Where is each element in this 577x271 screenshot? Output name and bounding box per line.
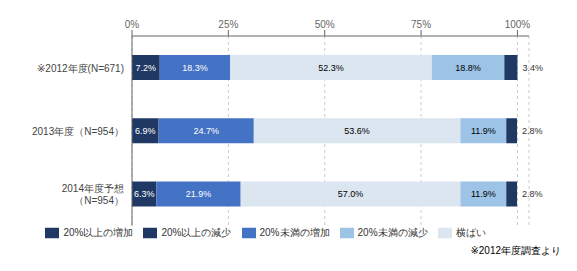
svg-text:75%: 75% <box>411 19 431 30</box>
html-text:20%未満の減少: 20%未満の減少 <box>357 226 428 238</box>
svg-text:100%: 100% <box>505 19 531 30</box>
svg-text:57.0%: 57.0% <box>338 189 364 199</box>
svg-text:50%: 50% <box>315 19 335 30</box>
svg-text:7.2%: 7.2% <box>136 63 157 73</box>
svg-text:18.8%: 18.8% <box>455 63 481 73</box>
svg-text:11.9%: 11.9% <box>471 126 496 136</box>
svg-text:25%: 25% <box>218 19 238 30</box>
svg-text:11.9%: 11.9% <box>471 189 496 199</box>
html-text:横ばい: 横ばい <box>455 226 486 238</box>
svg-text:2.8%: 2.8% <box>522 126 543 136</box>
svg-text:※2012年度(N=671): ※2012年度(N=671) <box>37 63 124 74</box>
html-text:※2012年度調査より: ※2012年度調査より <box>470 245 561 256</box>
svg-text:24.7%: 24.7% <box>193 126 219 136</box>
svg-text:6.9%: 6.9% <box>135 126 156 136</box>
svg-text:2014年度予想（N=954）: 2014年度予想（N=954） <box>62 183 124 206</box>
svg-text:18.3%: 18.3% <box>182 63 208 73</box>
svg-text:2013年度（N=954）: 2013年度（N=954） <box>32 126 124 137</box>
svg-text:3.4%: 3.4% <box>522 63 543 73</box>
html-text:20%未満の増加: 20%未満の増加 <box>259 226 330 238</box>
html-text:20%以上の減少: 20%以上の減少 <box>161 226 232 238</box>
html-text:20%以上の増加: 20%以上の増加 <box>63 226 134 238</box>
svg-text:2.8%: 2.8% <box>522 189 543 199</box>
svg-text:6.3%: 6.3% <box>134 189 155 199</box>
svg-text:21.9%: 21.9% <box>186 189 212 199</box>
svg-text:52.3%: 52.3% <box>318 63 344 73</box>
svg-text:53.6%: 53.6% <box>344 126 370 136</box>
svg-text:0%: 0% <box>125 19 140 30</box>
